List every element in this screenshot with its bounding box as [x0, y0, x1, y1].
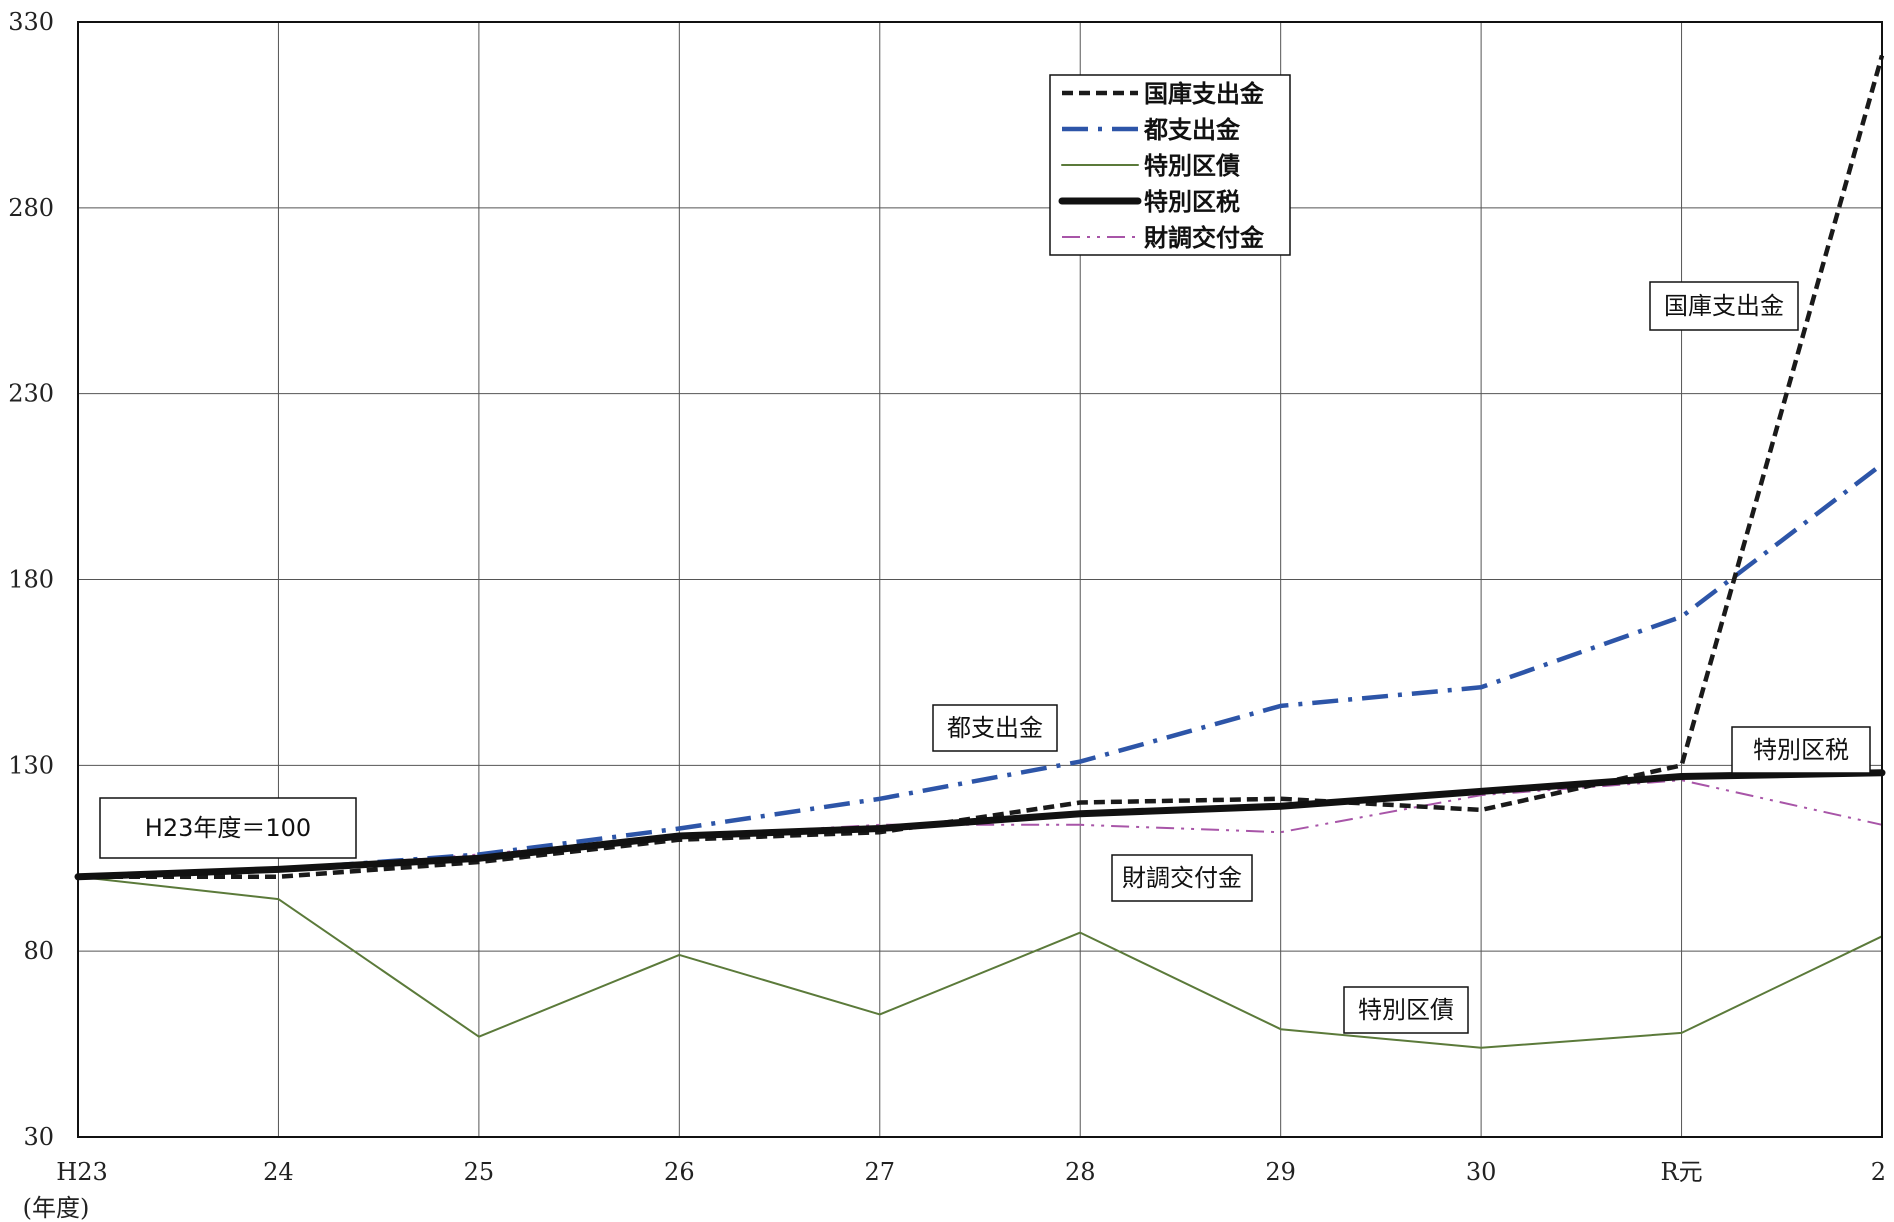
annotation-3: 特別区債 [1343, 986, 1469, 1034]
y-tick-label: 280 [8, 194, 54, 222]
annotation-box [1343, 986, 1469, 1034]
annotation-box [99, 797, 357, 859]
grid-lines [77, 21, 1883, 1138]
annotation-text: 財調交付金 [1122, 864, 1242, 892]
legend-label: 特別区税 [1144, 188, 1240, 216]
annotation-text: 特別区債 [1358, 996, 1454, 1024]
series-line-0 [78, 54, 1885, 880]
annotation-text: 特別区税 [1753, 736, 1849, 764]
series-lines [74, 54, 1886, 1049]
x-tick-label: 28 [1065, 1158, 1096, 1186]
annotation-2: 財調交付金 [1111, 854, 1253, 902]
x-tick-label: R元 [1661, 1158, 1703, 1186]
y-tick-label: 80 [23, 937, 54, 965]
annotation-5: 国庫支出金 [1649, 281, 1799, 331]
legend-item-4: 財調交付金 [1062, 224, 1265, 252]
y-tick-label: 130 [8, 751, 54, 779]
x-axis-label: (年度) [23, 1194, 90, 1222]
legend-item-2: 特別区債 [1061, 152, 1240, 180]
legend-item-0: 国庫支出金 [1062, 80, 1265, 108]
legend-item-3: 特別区税 [1058, 188, 1240, 216]
y-tick-label: 330 [8, 8, 54, 36]
annotation-1: 都支出金 [932, 704, 1058, 752]
annotation-box [1731, 726, 1871, 774]
annotation-text: 都支出金 [947, 714, 1043, 742]
annotation-box [932, 704, 1058, 752]
x-axis-ticks: H23 24 25 26 27 28 29 30 R元 2 [56, 1158, 1886, 1186]
x-tick-label: H23 [56, 1158, 107, 1186]
annotation-4: 特別区税 [1731, 726, 1871, 774]
annotation-text: H23年度＝100 [145, 814, 311, 842]
series-line-3 [74, 769, 1886, 881]
annotation-text: 国庫支出金 [1664, 292, 1784, 320]
x-tick-label: 27 [865, 1158, 896, 1186]
x-tick-label: 29 [1265, 1158, 1296, 1186]
y-axis-ticks: 330 280 230 180 130 80 30 [8, 8, 54, 1151]
x-tick-label: 26 [664, 1158, 695, 1186]
annotation-box [1111, 854, 1253, 902]
legend-label: 財調交付金 [1144, 224, 1265, 252]
series-line-2 [77, 875, 1883, 1049]
x-tick-label: 24 [263, 1158, 294, 1186]
legend-label: 特別区債 [1144, 152, 1240, 180]
annotation-box [1649, 281, 1799, 331]
annotation-0: H23年度＝100 [99, 797, 357, 859]
y-tick-label: 230 [8, 380, 54, 408]
series-line-4 [77, 779, 1883, 878]
legend-label: 都支出金 [1143, 116, 1241, 144]
legend-item-1: 都支出金 [1062, 116, 1241, 144]
x-tick-label: 25 [464, 1158, 495, 1186]
x-tick-label: 30 [1466, 1158, 1497, 1186]
plot-frame [77, 21, 1883, 1138]
x-tick-label: 2 [1871, 1158, 1886, 1186]
y-tick-label: 30 [23, 1123, 54, 1151]
y-tick-label: 180 [8, 566, 54, 594]
legend-label: 国庫支出金 [1144, 80, 1265, 108]
